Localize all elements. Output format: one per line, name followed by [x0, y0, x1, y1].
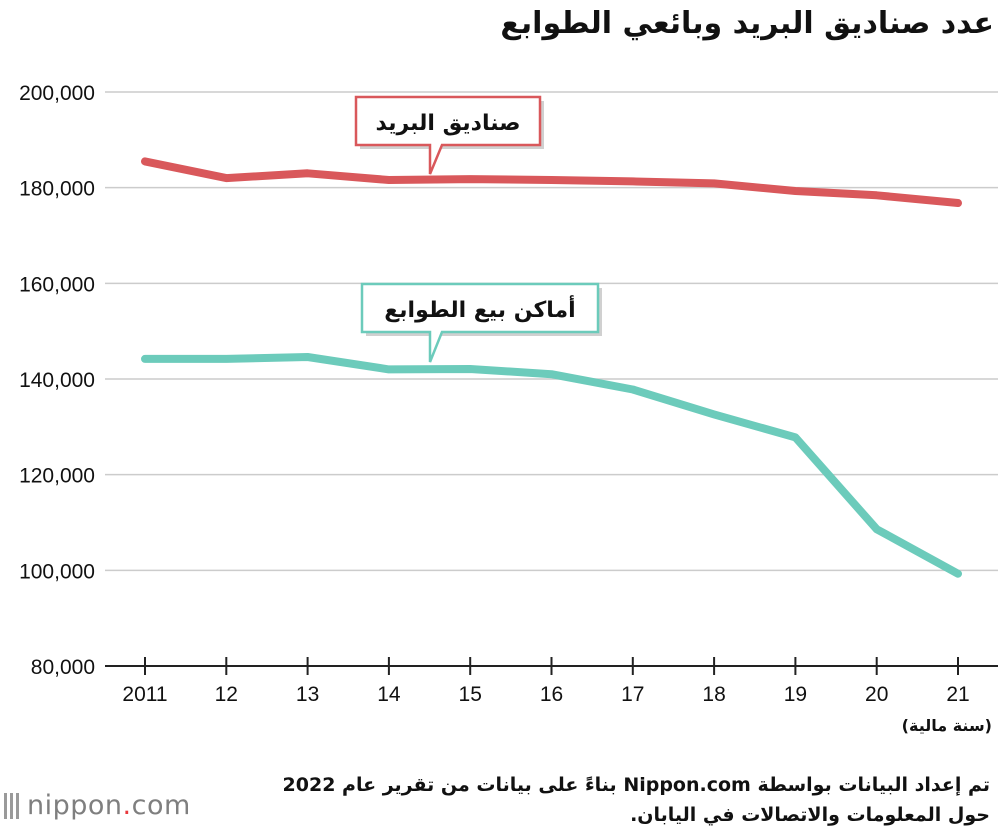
- series-lines: [141, 157, 962, 578]
- x-tick-label: 16: [540, 683, 563, 706]
- x-tick-label: 13: [296, 683, 319, 706]
- legend-callouts: صناديق البريد أماكن بيع الطوابع: [354, 95, 602, 363]
- legend-label: صناديق البريد: [376, 111, 521, 136]
- y-tick-label: 200,000: [19, 82, 95, 105]
- stamp-sellers-series-line: [141, 353, 962, 578]
- x-tick-label: 20: [865, 683, 888, 706]
- x-tick-label: 15: [459, 683, 482, 706]
- x-tick-label: 19: [784, 683, 807, 706]
- stamp-sellers-callout: أماكن بيع الطوابع: [360, 282, 602, 363]
- y-tick-label: 100,000: [19, 560, 95, 583]
- callout-box: [360, 282, 600, 363]
- x-axis-unit-note: (سنة مالية): [901, 716, 992, 735]
- chart-title: عدد صناديق البريد وبائعي الطوابع: [500, 6, 994, 41]
- axes: 80,000 100,000 120,000 140,000 160,000 180,00…: [19, 82, 998, 706]
- x-tick-label: 12: [215, 683, 238, 706]
- y-tick-label: 180,000: [19, 178, 95, 201]
- source-note: تم إعداد البيانات بواسطة Nippon.com بناء…: [282, 774, 990, 826]
- y-tick-label: 80,000: [31, 656, 95, 679]
- y-tick-label: 120,000: [19, 465, 95, 488]
- legend-label: أماكن بيع الطوابع: [384, 294, 575, 323]
- nippon-logo: nippon.com: [4, 790, 191, 821]
- mailboxes-callout: صناديق البريد: [354, 95, 544, 175]
- logo-text: nippon.com: [27, 790, 191, 821]
- x-tick-label: 17: [621, 683, 644, 706]
- y-tick-label: 160,000: [19, 273, 95, 296]
- mailboxes-series-line: [141, 157, 962, 207]
- callout-box: [354, 95, 542, 175]
- x-tick-label: 2011: [122, 683, 167, 706]
- x-tick-label: 21: [946, 683, 969, 706]
- y-tick-label: 140,000: [19, 369, 95, 392]
- line-chart: 80,000 100,000 120,000 140,000 160,000 180,00…: [19, 82, 998, 706]
- logo-bars-icon: [4, 792, 19, 819]
- x-tick-label: 14: [377, 683, 401, 706]
- x-tick-label: 18: [702, 683, 725, 706]
